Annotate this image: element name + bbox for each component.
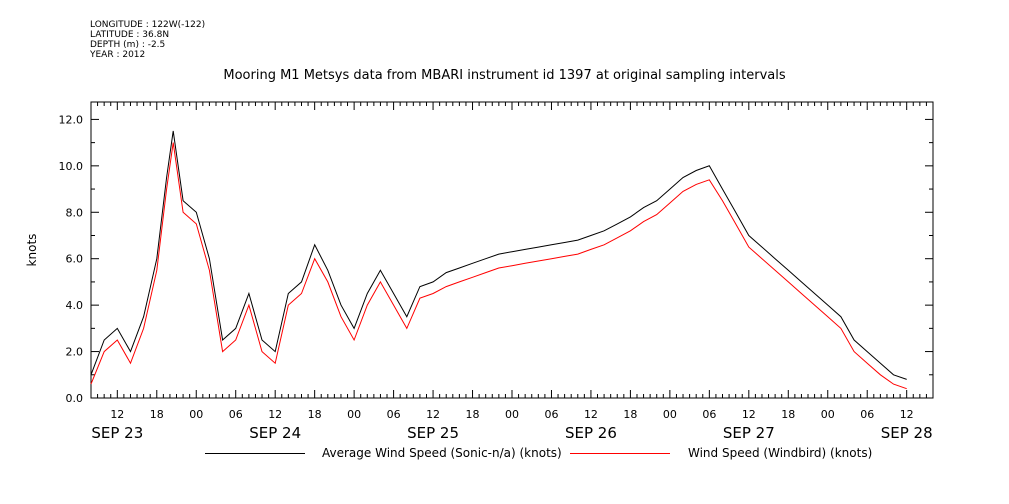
y-tick-label: 2.0 [66,346,84,359]
x-date-label: SEP 28 [881,424,933,442]
legend-swatch-windbird [570,453,670,454]
x-hour-label: 06 [544,408,558,421]
y-tick-label: 6.0 [66,253,84,266]
y-tick-label: 10.0 [59,160,84,173]
series-windbird [90,142,907,390]
meta-longitude: LONGITUDE : 122W(-122) [90,20,206,30]
x-hour-label: 00 [505,408,519,421]
x-hour-label: 00 [663,408,677,421]
y-axis-label: knots [25,234,39,267]
x-hour-label: 00 [347,408,361,421]
x-hour-label: 18 [150,408,164,421]
y-tick-label: 8.0 [66,206,84,219]
x-hour-label: 06 [860,408,874,421]
x-hour-label: 06 [387,408,401,421]
meta-year: YEAR : 2012 [90,50,146,60]
x-date-label: SEP 25 [407,424,459,442]
x-hour-label: 12 [268,408,282,421]
x-hour-label: 18 [466,408,480,421]
x-hour-label: 18 [623,408,637,421]
x-hour-label: 00 [189,408,203,421]
y-tick-label: 12.0 [59,113,84,126]
x-hour-label: 12 [110,408,124,421]
plot-frame [90,101,934,399]
x-hour-label: 12 [584,408,598,421]
meta-depth: DEPTH (m) : -2.5 [90,40,166,50]
legend-label-average: Average Wind Speed (Sonic-n/a) (knots) [322,446,562,460]
y-tick-label: 0.0 [66,392,84,405]
legend-label-windbird: Wind Speed (Windbird) (knots) [688,446,873,460]
series-average-wind [90,130,907,380]
x-hour-label: 00 [821,408,835,421]
x-hour-label: 18 [781,408,795,421]
x-hour-label: 12 [742,408,756,421]
meta-latitude: LATITUDE : 36.8N [90,30,170,40]
x-hour-label: 12 [900,408,914,421]
metadata-block: LONGITUDE : 122W(-122) LATITUDE : 36.8N … [90,20,205,60]
y-tick-label: 4.0 [66,299,84,312]
legend-swatch-average [205,453,305,454]
x-hour-label: 06 [229,408,243,421]
x-hour-label: 12 [426,408,440,421]
x-hour-label: 18 [308,408,322,421]
x-date-label: SEP 27 [723,424,775,442]
legend: Average Wind Speed (Sonic-n/a) (knots) W… [0,446,1009,466]
x-date-label: SEP 24 [249,424,301,442]
x-date-label: SEP 23 [91,424,143,442]
chart-title: Mooring M1 Metsys data from MBARI instru… [223,68,786,83]
x-hour-label: 06 [702,408,716,421]
x-date-label: SEP 26 [565,424,617,442]
